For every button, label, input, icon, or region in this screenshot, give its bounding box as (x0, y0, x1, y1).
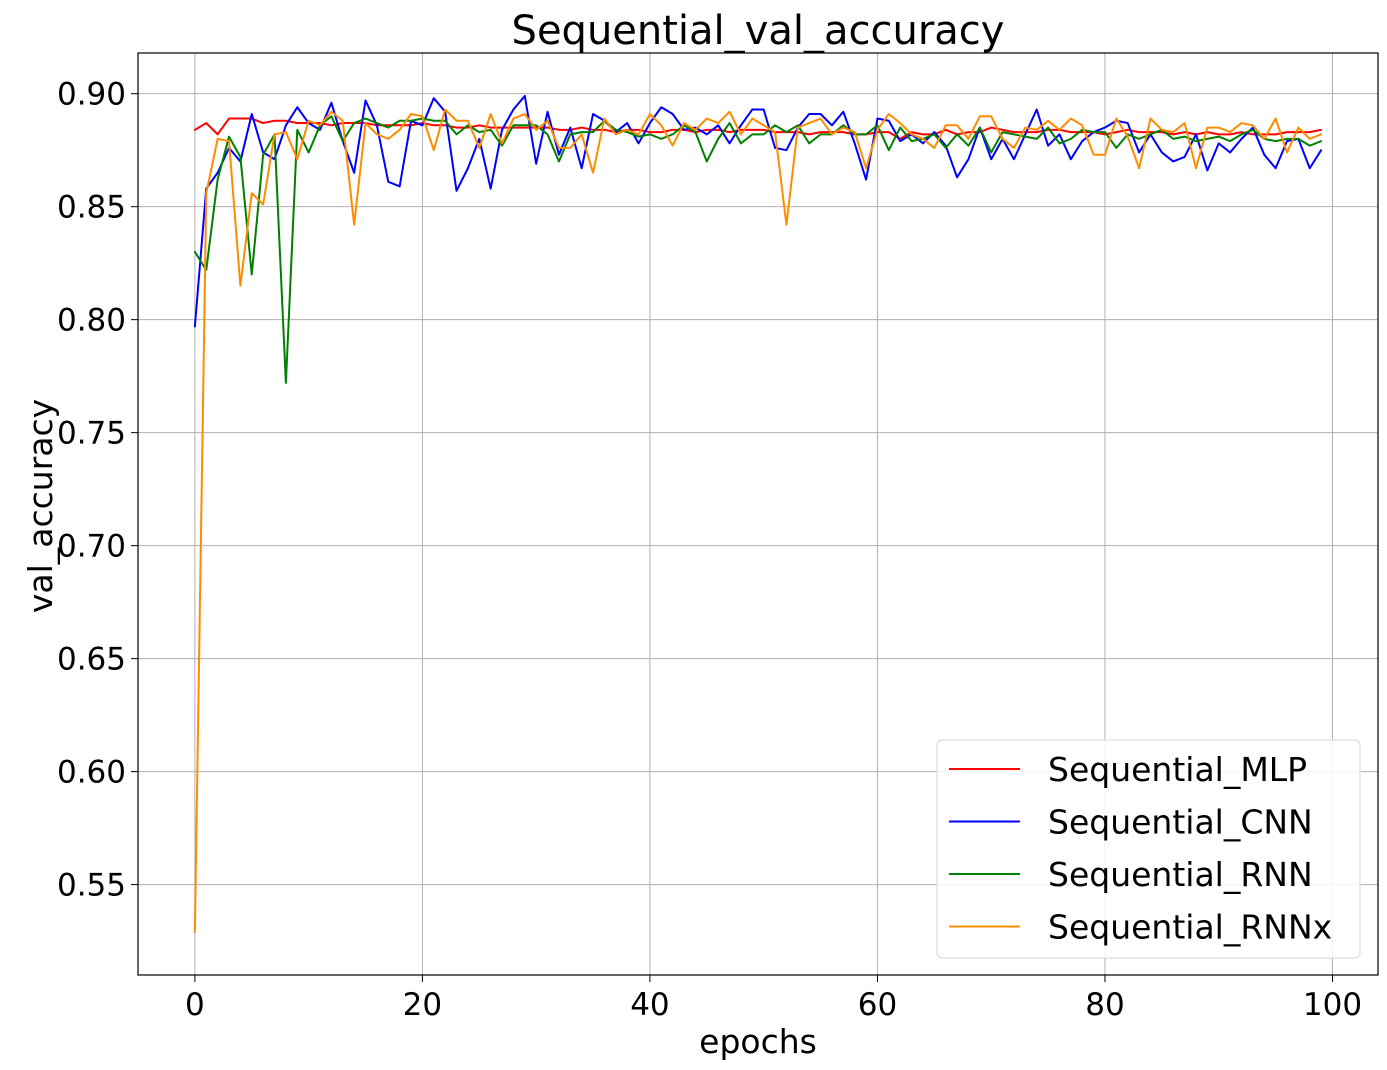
y-tick-label: 0.70 (57, 529, 126, 565)
y-tick-label: 0.80 (57, 303, 126, 339)
x-tick-label: 80 (1085, 987, 1124, 1023)
y-axis-label: val_accuracy (21, 399, 60, 613)
legend-label-sequential-mlp: Sequential_MLP (1048, 750, 1307, 789)
series-line-sequential-rnnx (193, 108, 1323, 934)
plot-frame (137, 52, 1379, 976)
axis-ticks: 0 20 40 60 80 100 0.55 0.60 0.65 0.70 0.75 0.80 0.85… (57, 77, 1362, 1023)
legend-label-sequential-cnn: Sequential_CNN (1048, 803, 1313, 842)
x-tick-label: 40 (630, 987, 669, 1023)
legend: Sequential_MLP Sequential_CNN Sequential_R… (936, 739, 1361, 959)
y-tick-label: 0.90 (57, 77, 126, 113)
x-tick-label: 0 (185, 987, 205, 1023)
x-axis-label: epochs (699, 1022, 817, 1061)
series-line-sequential-rnn (193, 115, 1323, 384)
y-tick-label: 0.75 (57, 416, 126, 452)
grid (138, 53, 1378, 975)
x-tick-label: 100 (1303, 987, 1362, 1023)
series-lines (193, 94, 1323, 934)
chart-title: Sequential_val_accuracy (512, 8, 1005, 54)
legend-items: Sequential_MLP Sequential_CNN Sequential_R… (949, 750, 1332, 947)
x-tick-label: 60 (858, 987, 897, 1023)
legend-label-sequential-rnn: Sequential_RNN (1048, 855, 1313, 894)
legend-box (936, 739, 1361, 959)
y-tick-label: 0.85 (57, 190, 126, 226)
series-line-sequential-cnn (193, 94, 1323, 328)
y-tick-label: 0.60 (57, 755, 126, 791)
y-tick-label: 0.65 (57, 642, 126, 678)
legend-label-sequential-rnnx: Sequential_RNNx (1048, 908, 1332, 947)
y-tick-label: 0.55 (57, 868, 126, 904)
x-tick-label: 20 (403, 987, 442, 1023)
